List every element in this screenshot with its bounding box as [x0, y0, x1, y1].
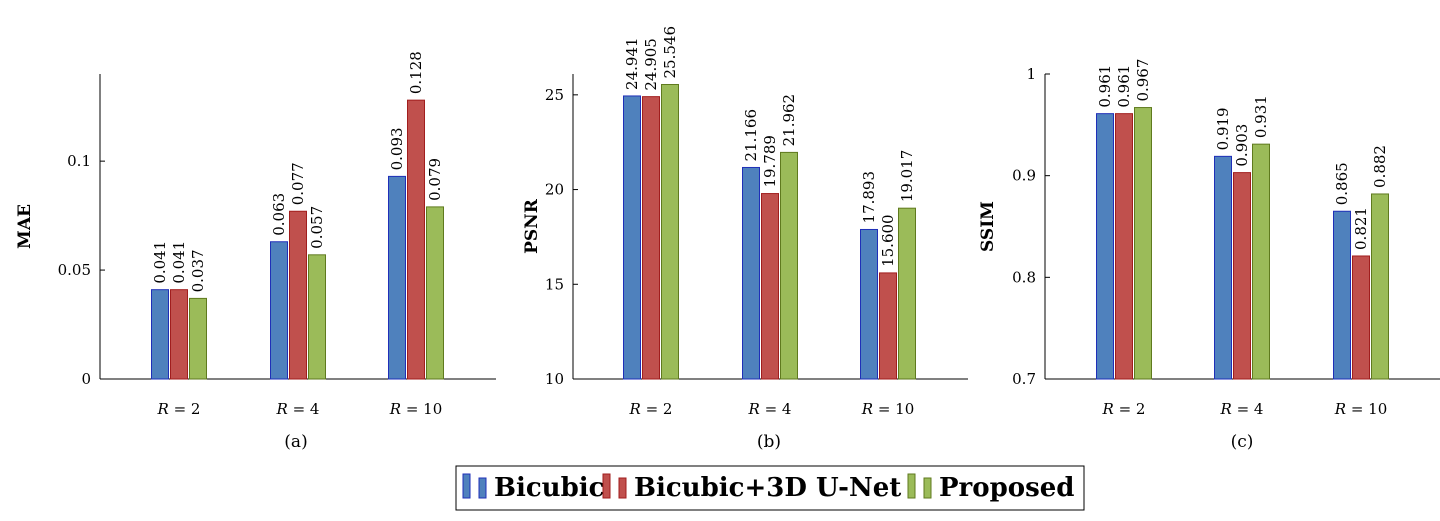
bar-bicubic-3d-u-net-3	[407, 99, 425, 380]
data-label: 24.941	[623, 37, 641, 90]
data-label: 0.919	[1214, 107, 1232, 150]
bar-bicubic-3	[388, 175, 406, 380]
bar-proposed-2	[780, 151, 798, 380]
legend-label: Bicubic	[494, 473, 604, 503]
y-tick-label: 0.7	[1012, 370, 1036, 388]
data-label: 15.600	[879, 214, 897, 267]
y-tick-label: 0.8	[1012, 268, 1036, 286]
panel-caption: (b)	[757, 432, 781, 452]
bar-bicubic-1	[623, 95, 641, 380]
x-tick-label: R = 4	[748, 400, 792, 418]
data-label: 0.865	[1333, 162, 1351, 205]
y-tick-label: 1	[1026, 65, 1036, 83]
y-tick-label: 25	[545, 86, 564, 104]
legend-label: Proposed	[939, 473, 1074, 503]
data-label: 0.041	[170, 241, 188, 284]
bar-proposed-2	[1252, 143, 1270, 380]
y-axis-label: SSIM	[978, 201, 998, 252]
legend-swatch-left	[907, 473, 916, 499]
bar-proposed-3	[426, 206, 444, 380]
bar-bicubic-3d-u-net-1	[170, 289, 188, 380]
bar-proposed-3	[1371, 193, 1389, 380]
bar-bicubic-2	[742, 166, 760, 380]
data-label: 0.903	[1233, 124, 1251, 167]
data-label: 0.063	[270, 193, 288, 236]
panel-caption: (a)	[284, 432, 307, 452]
bar-bicubic-3d-u-net-3	[879, 272, 897, 380]
data-label: 0.037	[189, 249, 207, 292]
bar-bicubic-3d-u-net-1	[1115, 113, 1133, 380]
legend-label: Bicubic+3D U-Net	[634, 473, 901, 503]
data-label: 17.893	[860, 171, 878, 224]
data-label: 0.821	[1352, 207, 1370, 250]
bar-proposed-1	[189, 297, 207, 380]
data-label: 0.931	[1252, 95, 1270, 138]
data-label: 21.962	[780, 94, 798, 147]
data-label: 0.128	[407, 51, 425, 94]
y-tick-label: 20	[545, 181, 564, 199]
bar-proposed-3	[898, 207, 916, 380]
bar-bicubic-3	[1333, 210, 1351, 380]
bar-bicubic-1	[151, 289, 169, 380]
bar-bicubic-3	[860, 228, 878, 380]
y-tick-label: 10	[545, 370, 564, 388]
data-label: 0.882	[1371, 145, 1389, 188]
y-tick-label: 0	[81, 370, 91, 388]
y-tick-label: 0.05	[58, 261, 91, 279]
x-tick-label: R = 10	[389, 400, 443, 418]
data-label: 24.905	[642, 38, 660, 91]
legend: Bicubic Bicubic+3D U-Net Proposed	[455, 465, 1085, 511]
legend-swatch-right	[923, 477, 932, 499]
y-tick-label: 0.1	[67, 152, 91, 170]
legend-swatch-left	[602, 473, 611, 499]
data-label: 0.967	[1134, 59, 1152, 102]
bar-proposed-1	[661, 83, 679, 380]
legend-frame	[455, 465, 1085, 511]
legend-swatch-right	[618, 477, 627, 499]
bar-bicubic-3d-u-net-1	[642, 96, 660, 380]
data-label: 19.017	[898, 150, 916, 203]
data-label: 19.789	[761, 135, 779, 188]
bar-proposed-2	[308, 254, 326, 380]
data-label: 0.079	[426, 158, 444, 201]
bar-bicubic-3d-u-net-2	[761, 193, 779, 380]
bar-bicubic-3d-u-net-2	[289, 210, 307, 380]
data-label: 0.961	[1096, 65, 1114, 108]
data-label: 0.041	[151, 241, 169, 284]
bar-bicubic-2	[270, 241, 288, 380]
data-label: 25.546	[661, 26, 679, 79]
y-tick-label: 15	[545, 275, 564, 293]
y-axis-label: MAE	[15, 204, 35, 249]
x-tick-label: R = 10	[1334, 400, 1388, 418]
chart-panel-2: 10 15 20 25 PSNR 24.941 24.905 25.546 R = 2 21.16…	[522, 26, 968, 452]
x-tick-label: R = 4	[1220, 400, 1264, 418]
bar-bicubic-3d-u-net-3	[1352, 255, 1370, 380]
bar-bicubic-1	[1096, 113, 1114, 380]
panel-caption: (c)	[1231, 432, 1254, 452]
data-label: 0.961	[1115, 65, 1133, 108]
data-label: 21.166	[742, 109, 760, 162]
y-axis-label: PSNR	[522, 198, 542, 254]
bar-bicubic-3d-u-net-2	[1233, 172, 1251, 380]
data-label: 0.093	[388, 127, 406, 170]
data-label: 0.077	[289, 162, 307, 205]
x-tick-label: R = 2	[629, 400, 673, 418]
data-label: 0.057	[308, 206, 326, 249]
bar-bicubic-2	[1214, 155, 1232, 380]
legend-swatch-right	[478, 477, 487, 499]
x-tick-label: R = 10	[861, 400, 915, 418]
x-tick-label: R = 4	[276, 400, 320, 418]
y-tick-label: 0.9	[1012, 167, 1036, 185]
x-tick-label: R = 2	[1102, 400, 1146, 418]
legend-swatch-left	[462, 473, 471, 499]
bar-proposed-1	[1134, 107, 1152, 380]
x-tick-label: R = 2	[157, 400, 201, 418]
